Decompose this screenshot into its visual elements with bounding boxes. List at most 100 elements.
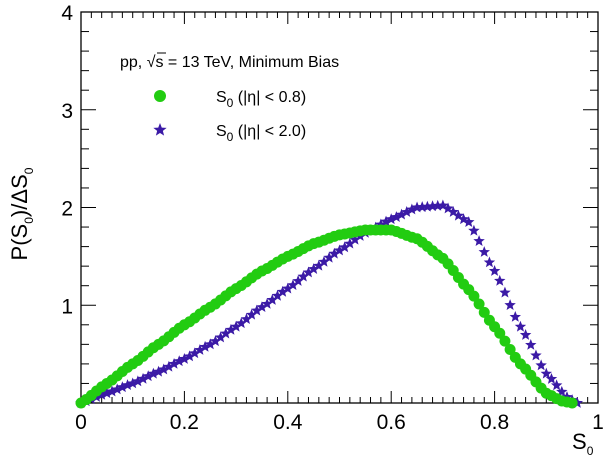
annotation-sqrt: √ <box>147 54 156 71</box>
y-tick-label: 3 <box>61 100 73 123</box>
data-point <box>271 289 284 301</box>
data-point <box>220 327 232 339</box>
data-point <box>292 275 304 286</box>
data-point <box>494 274 506 286</box>
data-point <box>380 215 392 227</box>
data-point <box>297 270 310 282</box>
x-tick-label: 0 <box>75 411 87 434</box>
data-point <box>266 294 278 305</box>
data-point <box>287 279 299 291</box>
legend-marker-star <box>153 123 167 136</box>
data-point <box>385 213 397 225</box>
data-point <box>468 224 480 236</box>
data-point <box>421 200 434 212</box>
data-point <box>390 211 403 223</box>
data-point <box>426 200 439 212</box>
data-point <box>137 372 149 384</box>
data-point <box>525 338 537 350</box>
data-point <box>209 335 222 347</box>
data-point <box>338 241 351 253</box>
data-point <box>457 213 470 225</box>
data-point <box>163 360 175 372</box>
data-point <box>173 355 185 367</box>
legend-entry-eta20: S0 (|η| < 2.0) <box>216 123 306 144</box>
data-point <box>375 218 387 230</box>
data-point <box>225 323 237 335</box>
x-tick-label: 0.4 <box>273 411 303 434</box>
data-point <box>230 320 242 332</box>
data-point <box>416 201 428 213</box>
data-point <box>121 379 134 391</box>
data-point <box>116 381 129 393</box>
data-point <box>126 377 139 389</box>
annotation-prefix: pp, <box>120 54 147 71</box>
data-point <box>452 209 465 221</box>
data-point <box>478 306 490 318</box>
data-point <box>540 367 553 379</box>
legend-entry-eta08: S0 (|η| < 0.8) <box>216 89 306 110</box>
data-point <box>245 308 258 320</box>
data-point <box>395 208 408 220</box>
data-point <box>442 202 454 214</box>
data-point <box>152 365 165 377</box>
legend-entry-eta08-sub: 0 <box>227 96 234 110</box>
data-point <box>214 331 227 343</box>
y-tick-label: 4 <box>61 2 73 25</box>
data-point <box>401 206 413 217</box>
data-point <box>411 201 423 213</box>
y-axis-title-part2: )/ΔS <box>7 174 32 217</box>
data-point <box>323 251 335 263</box>
data-point <box>307 263 320 274</box>
data-point <box>240 313 253 325</box>
data-point <box>344 237 356 249</box>
data-point <box>194 344 206 355</box>
data-point <box>432 199 444 211</box>
data-point <box>483 256 496 268</box>
chart-annotation: pp, √s = 13 TeV, Minimum Bias <box>120 54 339 71</box>
data-point <box>468 290 480 302</box>
axis-ticks <box>80 11 599 404</box>
data-point <box>504 343 516 355</box>
data-point <box>276 285 289 297</box>
data-point <box>504 299 516 310</box>
annotation-suffix: = 13 TeV, Minimum Bias <box>163 54 339 71</box>
data-point <box>147 367 160 379</box>
data-point <box>328 247 341 259</box>
data-point <box>95 388 108 400</box>
legend-entry-eta20-rest: (|η| < 2.0) <box>233 123 306 140</box>
y-axis-title: P(S0)/ΔS0 <box>7 167 36 260</box>
legend-marker-circle <box>154 90 166 102</box>
series-0 <box>75 224 578 409</box>
data-point <box>178 353 191 364</box>
legend-star-shape <box>153 123 167 136</box>
data-point <box>406 203 418 215</box>
data-point <box>261 297 273 309</box>
data-point <box>519 329 532 340</box>
data-point <box>535 359 547 371</box>
data-point <box>111 383 123 395</box>
x-tick-label: 0.8 <box>480 411 509 434</box>
data-point <box>101 387 113 399</box>
data-point <box>473 235 485 246</box>
x-tick-label: 0.6 <box>377 411 406 434</box>
data-point <box>282 282 294 294</box>
data-point <box>494 327 506 339</box>
series-1 <box>75 199 584 408</box>
legend-entry-eta20-sub: 0 <box>227 130 234 144</box>
legend-entry-eta20-main: S <box>216 123 227 140</box>
data-point <box>463 216 475 228</box>
data-point <box>199 340 211 352</box>
data-point <box>183 350 196 362</box>
data-point <box>550 379 563 391</box>
y-tick-label: 1 <box>61 295 73 318</box>
data-point <box>333 244 346 256</box>
data-point <box>530 349 542 361</box>
data-point <box>256 301 268 313</box>
data-point <box>106 385 118 397</box>
data-point <box>204 338 216 350</box>
x-tick-label: 1 <box>592 411 604 434</box>
data-point <box>473 298 485 310</box>
data-point <box>158 363 170 375</box>
legend-entry-eta08-rest: (|η| < 0.8) <box>233 89 306 106</box>
